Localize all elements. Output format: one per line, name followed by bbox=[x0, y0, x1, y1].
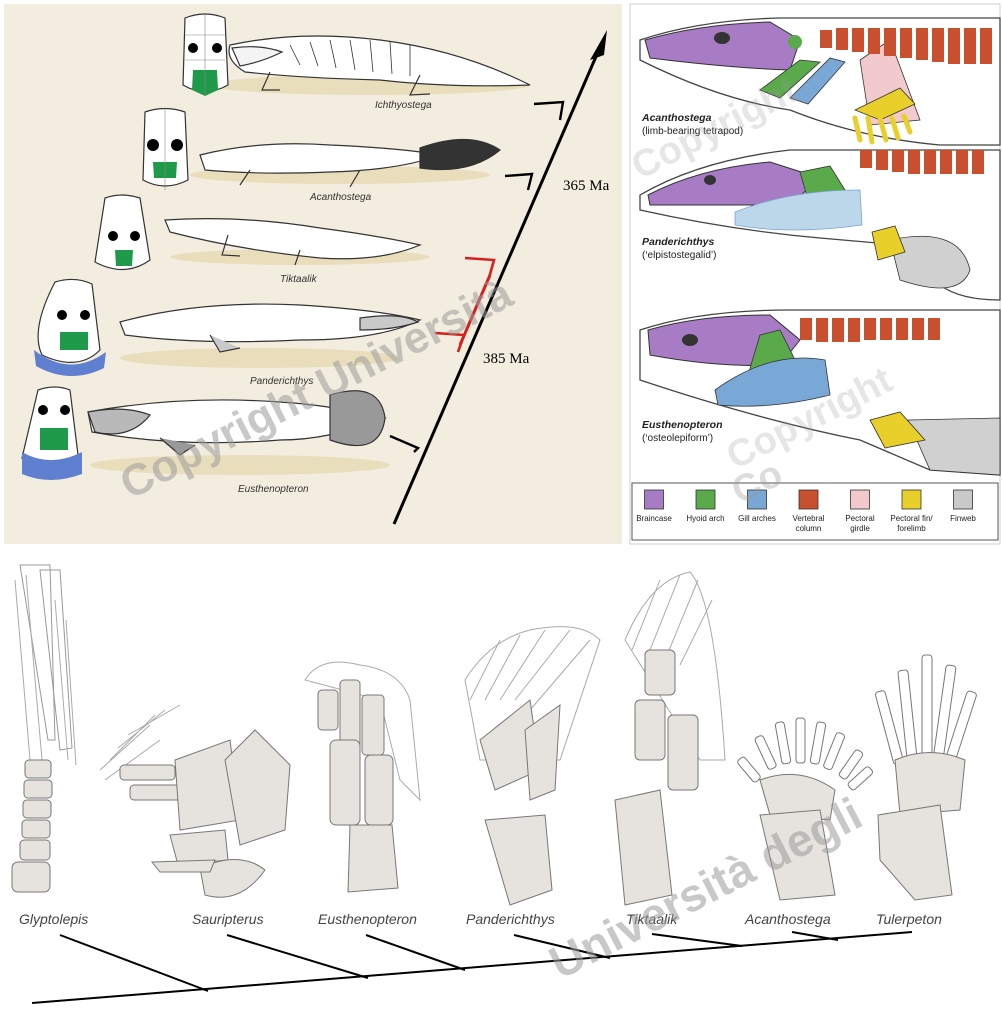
legend-swatch-braincase bbox=[644, 489, 664, 510]
legend-swatch-pectoral-fin-forelimb bbox=[901, 489, 922, 510]
acanthostega-skeleton bbox=[199, 138, 502, 188]
fin-label-glyptolepis: Glyptolepis bbox=[19, 911, 88, 927]
tick-ichthyostega bbox=[533, 100, 565, 121]
legend-label-hyoid-arch: Hyoid arch bbox=[686, 514, 724, 523]
panderichthys-skull bbox=[34, 278, 106, 377]
fin-label-panderichthys: Panderichthys bbox=[466, 911, 555, 927]
tick-tiktaalik bbox=[464, 256, 496, 279]
specimen-note-panderichthys: (‘elpistostegalid’) bbox=[642, 250, 716, 261]
red-interval bbox=[458, 274, 492, 346]
cladogram-stem bbox=[31, 931, 913, 1004]
fin-label-tiktaalik: Tiktaalik bbox=[626, 911, 678, 927]
time-axis-arrowhead bbox=[590, 30, 607, 60]
tulerpeton-limb bbox=[874, 654, 977, 901]
age-label-385: 385 Ma bbox=[483, 351, 530, 367]
tiktaalik-skull bbox=[94, 194, 151, 271]
cladogram bbox=[31, 931, 913, 1004]
acanthostega-limb bbox=[737, 717, 874, 901]
eusthenopteron-skeleton bbox=[87, 390, 387, 456]
legend-items: Braincase Hyoid arch Gill arches Vertebral c… bbox=[636, 489, 976, 533]
legend-label-braincase: Braincase bbox=[636, 514, 672, 523]
panderichthys-head-diagram bbox=[639, 149, 1001, 301]
legend-label-pectoral-fin-forelimb: Pectoral fin/forelimb bbox=[890, 514, 933, 533]
branch-acanthostega bbox=[791, 931, 839, 941]
label-ichthyostega: Ichthyostega bbox=[375, 100, 432, 111]
branch-panderichthys bbox=[513, 934, 611, 959]
specimen-name-acanthostega: Acanthostega bbox=[641, 112, 712, 124]
acanthostega-head-diagram bbox=[639, 17, 1001, 146]
legend-swatch-gill-arches bbox=[747, 489, 767, 510]
specimen-name-panderichthys: Panderichthys bbox=[642, 236, 715, 248]
specimen-note-eusthenopteron: (‘osteolepiform’) bbox=[642, 433, 713, 444]
label-panderichthys: Panderichthys bbox=[250, 376, 313, 387]
label-acanthostega: Acanthostega bbox=[309, 192, 372, 203]
skull-comparison-panel: Acanthostega (limb-bearing tetrapod) Pan… bbox=[629, 3, 1001, 545]
ichthyostega-skull bbox=[182, 13, 229, 96]
eusthenopteron-skull bbox=[21, 386, 82, 480]
age-label-365: 365 Ma bbox=[563, 178, 610, 194]
time-axis-line bbox=[392, 44, 603, 525]
glyptolepis-fin bbox=[11, 564, 77, 893]
legend-label-finweb: Finweb bbox=[950, 514, 976, 523]
eusthenopteron-fin bbox=[304, 661, 421, 893]
fin-label-eusthenopteron: Eusthenopteron bbox=[318, 911, 417, 927]
branch-glyptolepis bbox=[59, 934, 209, 992]
fin-label-acanthostega: Acanthostega bbox=[744, 911, 831, 927]
panderichthys-skeleton bbox=[119, 303, 422, 353]
eusthenopteron-head-diagram bbox=[639, 309, 1001, 476]
panderichthys-fin bbox=[464, 626, 601, 906]
legend-swatch-finweb bbox=[953, 489, 973, 510]
ichthyostega-skeleton bbox=[228, 35, 531, 96]
legend-label-vertebral-column: Vertebral column bbox=[792, 514, 824, 533]
tick-acanthostega bbox=[504, 172, 534, 191]
branch-tiktaalik bbox=[651, 933, 743, 947]
tick-eusthenopteron bbox=[389, 434, 421, 453]
tiktaalik-skeleton bbox=[164, 218, 422, 266]
legend-swatch-vertebral-column bbox=[798, 489, 819, 510]
fin-label-tulerpeton: Tulerpeton bbox=[876, 911, 942, 927]
legend-swatch-pectoral-girdle bbox=[850, 489, 870, 510]
fin-series-panel: Glyptolepis Sauripterus Eusthenopteron P… bbox=[11, 564, 977, 1004]
legend-label-pectoral-girdle: Pectoral girdle bbox=[845, 514, 875, 533]
label-tiktaalik: Tiktaalik bbox=[280, 274, 318, 285]
timeline-panel: Ichthyostega Acanthostega Tiktaalik Pand… bbox=[4, 4, 622, 544]
specimen-name-eusthenopteron: Eusthenopteron bbox=[642, 419, 723, 431]
branch-sauripterus bbox=[226, 934, 369, 979]
color-legend: Braincase Hyoid arch Gill arches Vertebral c… bbox=[631, 482, 999, 541]
specimen-note-acanthostega: (limb-bearing tetrapod) bbox=[642, 126, 743, 137]
label-eusthenopteron: Eusthenopteron bbox=[238, 484, 309, 495]
legend-swatch-hyoid-arch bbox=[695, 489, 716, 510]
fin-label-sauripterus: Sauripterus bbox=[192, 911, 264, 927]
branch-eusthenopteron bbox=[365, 934, 466, 971]
acanthostega-skull bbox=[142, 107, 189, 190]
legend-label-gill-arches: Gill arches bbox=[738, 514, 776, 523]
tiktaalik-fin bbox=[614, 571, 726, 906]
sauripterus-fin bbox=[99, 704, 291, 898]
